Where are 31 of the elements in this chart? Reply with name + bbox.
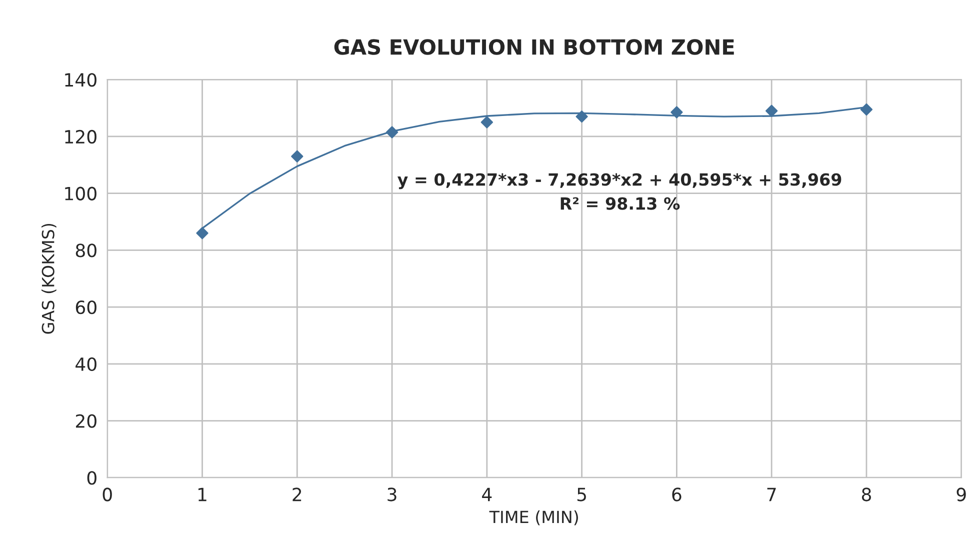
point bbox=[480, 116, 493, 128]
y-tick-label: 60 bbox=[76, 300, 96, 314]
y-tick-label: 140 bbox=[65, 73, 96, 87]
x-tick-label: 8 bbox=[862, 488, 871, 502]
y-tick-label: 0 bbox=[87, 471, 96, 485]
x-tick-label: 9 bbox=[956, 488, 966, 502]
x-tick-label: 2 bbox=[292, 488, 302, 502]
x-tick-label: 7 bbox=[767, 488, 776, 502]
y-tick-label: 100 bbox=[65, 186, 96, 200]
y-tick-label: 120 bbox=[65, 130, 96, 144]
annotation: y = 0,4227*x3 - 7,2639*x2 + 40,595*x + 53,969 bbox=[397, 173, 842, 190]
annotation: R² = 98.13 % bbox=[560, 197, 680, 210]
point bbox=[860, 103, 873, 116]
x-tick-label: 0 bbox=[102, 488, 112, 502]
y-tick-label: 40 bbox=[76, 357, 96, 372]
chart-title: GAS EVOLUTION IN BOTTOM ZONE bbox=[334, 39, 734, 55]
y-tick-label: 20 bbox=[76, 414, 96, 428]
point bbox=[576, 110, 588, 123]
point bbox=[670, 106, 683, 118]
x-axis-title: TIME (MIN) bbox=[489, 510, 578, 526]
y-tick-label: 80 bbox=[76, 244, 96, 258]
point bbox=[766, 104, 778, 117]
x-tick-label: 3 bbox=[388, 488, 396, 502]
x-tick-label: 4 bbox=[482, 488, 492, 502]
x-tick-label: 6 bbox=[672, 488, 682, 502]
point bbox=[386, 126, 398, 138]
point bbox=[291, 150, 304, 162]
x-tick-label: 1 bbox=[198, 488, 206, 502]
x-tick-label: 5 bbox=[577, 488, 586, 502]
point bbox=[196, 227, 208, 240]
y-axis-title: GAS (KOKMS) bbox=[42, 224, 56, 334]
